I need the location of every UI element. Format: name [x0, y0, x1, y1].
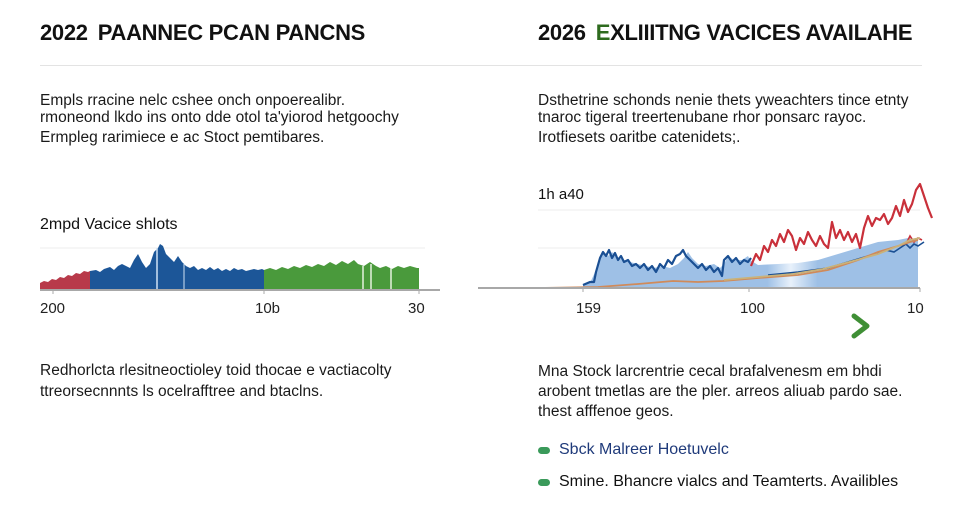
- right-x-tick: 159: [576, 300, 602, 317]
- left-intro-line: rmoneond lkdo ins onto dde otol ta'yioro…: [40, 109, 399, 126]
- left-x-tick: 10b: [255, 300, 281, 317]
- right-intro-line: Irotfiesets oaritbe catenidets;.: [538, 129, 741, 146]
- left-footer-line: Redhorlcta rlesitneoctioley toid thocae …: [40, 362, 392, 379]
- right-area-fill: [583, 238, 918, 288]
- right-footer-line: arobent tmetlas are the pler. arreos ali…: [538, 383, 903, 400]
- legend-item: Sbck Malreer Hoetuvelc: [538, 434, 898, 466]
- right-intro-line: Dsthetrine schonds nenie thets yweachter…: [538, 92, 909, 109]
- left-footer-line: ttreorsecnnnts ls ocelrafftree and btacl…: [40, 383, 324, 400]
- left-intro-line: Ermpleg rarimiece e ac Stoct pemtibares.: [40, 129, 325, 146]
- right-intro-line: tnaroc tigeral treertenubane rhor ponsar…: [538, 109, 867, 126]
- left-chart-label: 2mpd Vacice shlots: [40, 216, 178, 233]
- timeline-arrow: [421, 313, 921, 339]
- legend-dot-icon: [538, 446, 550, 454]
- header-divider: [40, 65, 922, 66]
- right-x-tick: 100: [740, 300, 766, 317]
- left-x-tick: 200: [40, 300, 66, 317]
- left-footer-paragraph: Redhorlcta rlesitneoctioley toid thocae …: [40, 360, 392, 402]
- right-x-tick: 10: [907, 300, 924, 317]
- right-chart-label: 1h a40: [538, 186, 584, 203]
- right-tan-trend: [723, 237, 921, 281]
- legend-label: Sbck Malreer Hoetuvelc: [559, 441, 729, 458]
- legend-item: Smine. Bhancre vialcs and Teamterts. Ava…: [538, 466, 898, 498]
- left-panel-title: 2022 PAANNEC PCAN PANCNS: [40, 20, 365, 46]
- left-red-area: [40, 271, 90, 290]
- left-title-text: PAANNEC PCAN PANCNS: [97, 20, 366, 45]
- right-blue-line: [582, 248, 752, 287]
- left-x-tick: 30: [408, 300, 425, 317]
- left-intro-line: Empls rracine nelc cshee onch onpoereali…: [40, 92, 346, 109]
- right-footer-line: thest afffenoe geos.: [538, 403, 674, 420]
- right-footer-line: Mna Stock larcrentrie cecal brafalvenesm…: [538, 363, 882, 380]
- right-red-line: [749, 182, 934, 267]
- left-title-year: 2022: [40, 20, 88, 45]
- right-title-accent: E: [595, 20, 611, 45]
- right-title-year: 2026: [538, 20, 586, 45]
- arrow-right-icon: [851, 313, 870, 339]
- right-panel-title: 2026 EXLIIITNG VACICES AVAILAHE: [538, 20, 913, 46]
- right-chart: [478, 182, 934, 292]
- right-footer-paragraph: Mna Stock larcrentrie cecal brafalvenesm…: [538, 362, 902, 422]
- legend-dot-icon: [538, 478, 550, 486]
- right-intro-paragraph: Dsthetrine schonds nenie thets yweachter…: [538, 92, 908, 146]
- left-blue-area: [90, 244, 264, 290]
- legend-label: Smine. Bhancre vialcs and Teamterts. Ava…: [559, 473, 899, 490]
- left-chart: [40, 244, 440, 294]
- right-legend: Sbck Malreer Hoetuvelc Smine. Bhancre vi…: [538, 434, 898, 498]
- left-green-area: [264, 260, 419, 290]
- right-title-text: XLIIITNG VACICES AVAILAHE: [610, 20, 913, 45]
- left-intro-paragraph: Empls rracine nelc cshee onch onpoereali…: [40, 92, 399, 146]
